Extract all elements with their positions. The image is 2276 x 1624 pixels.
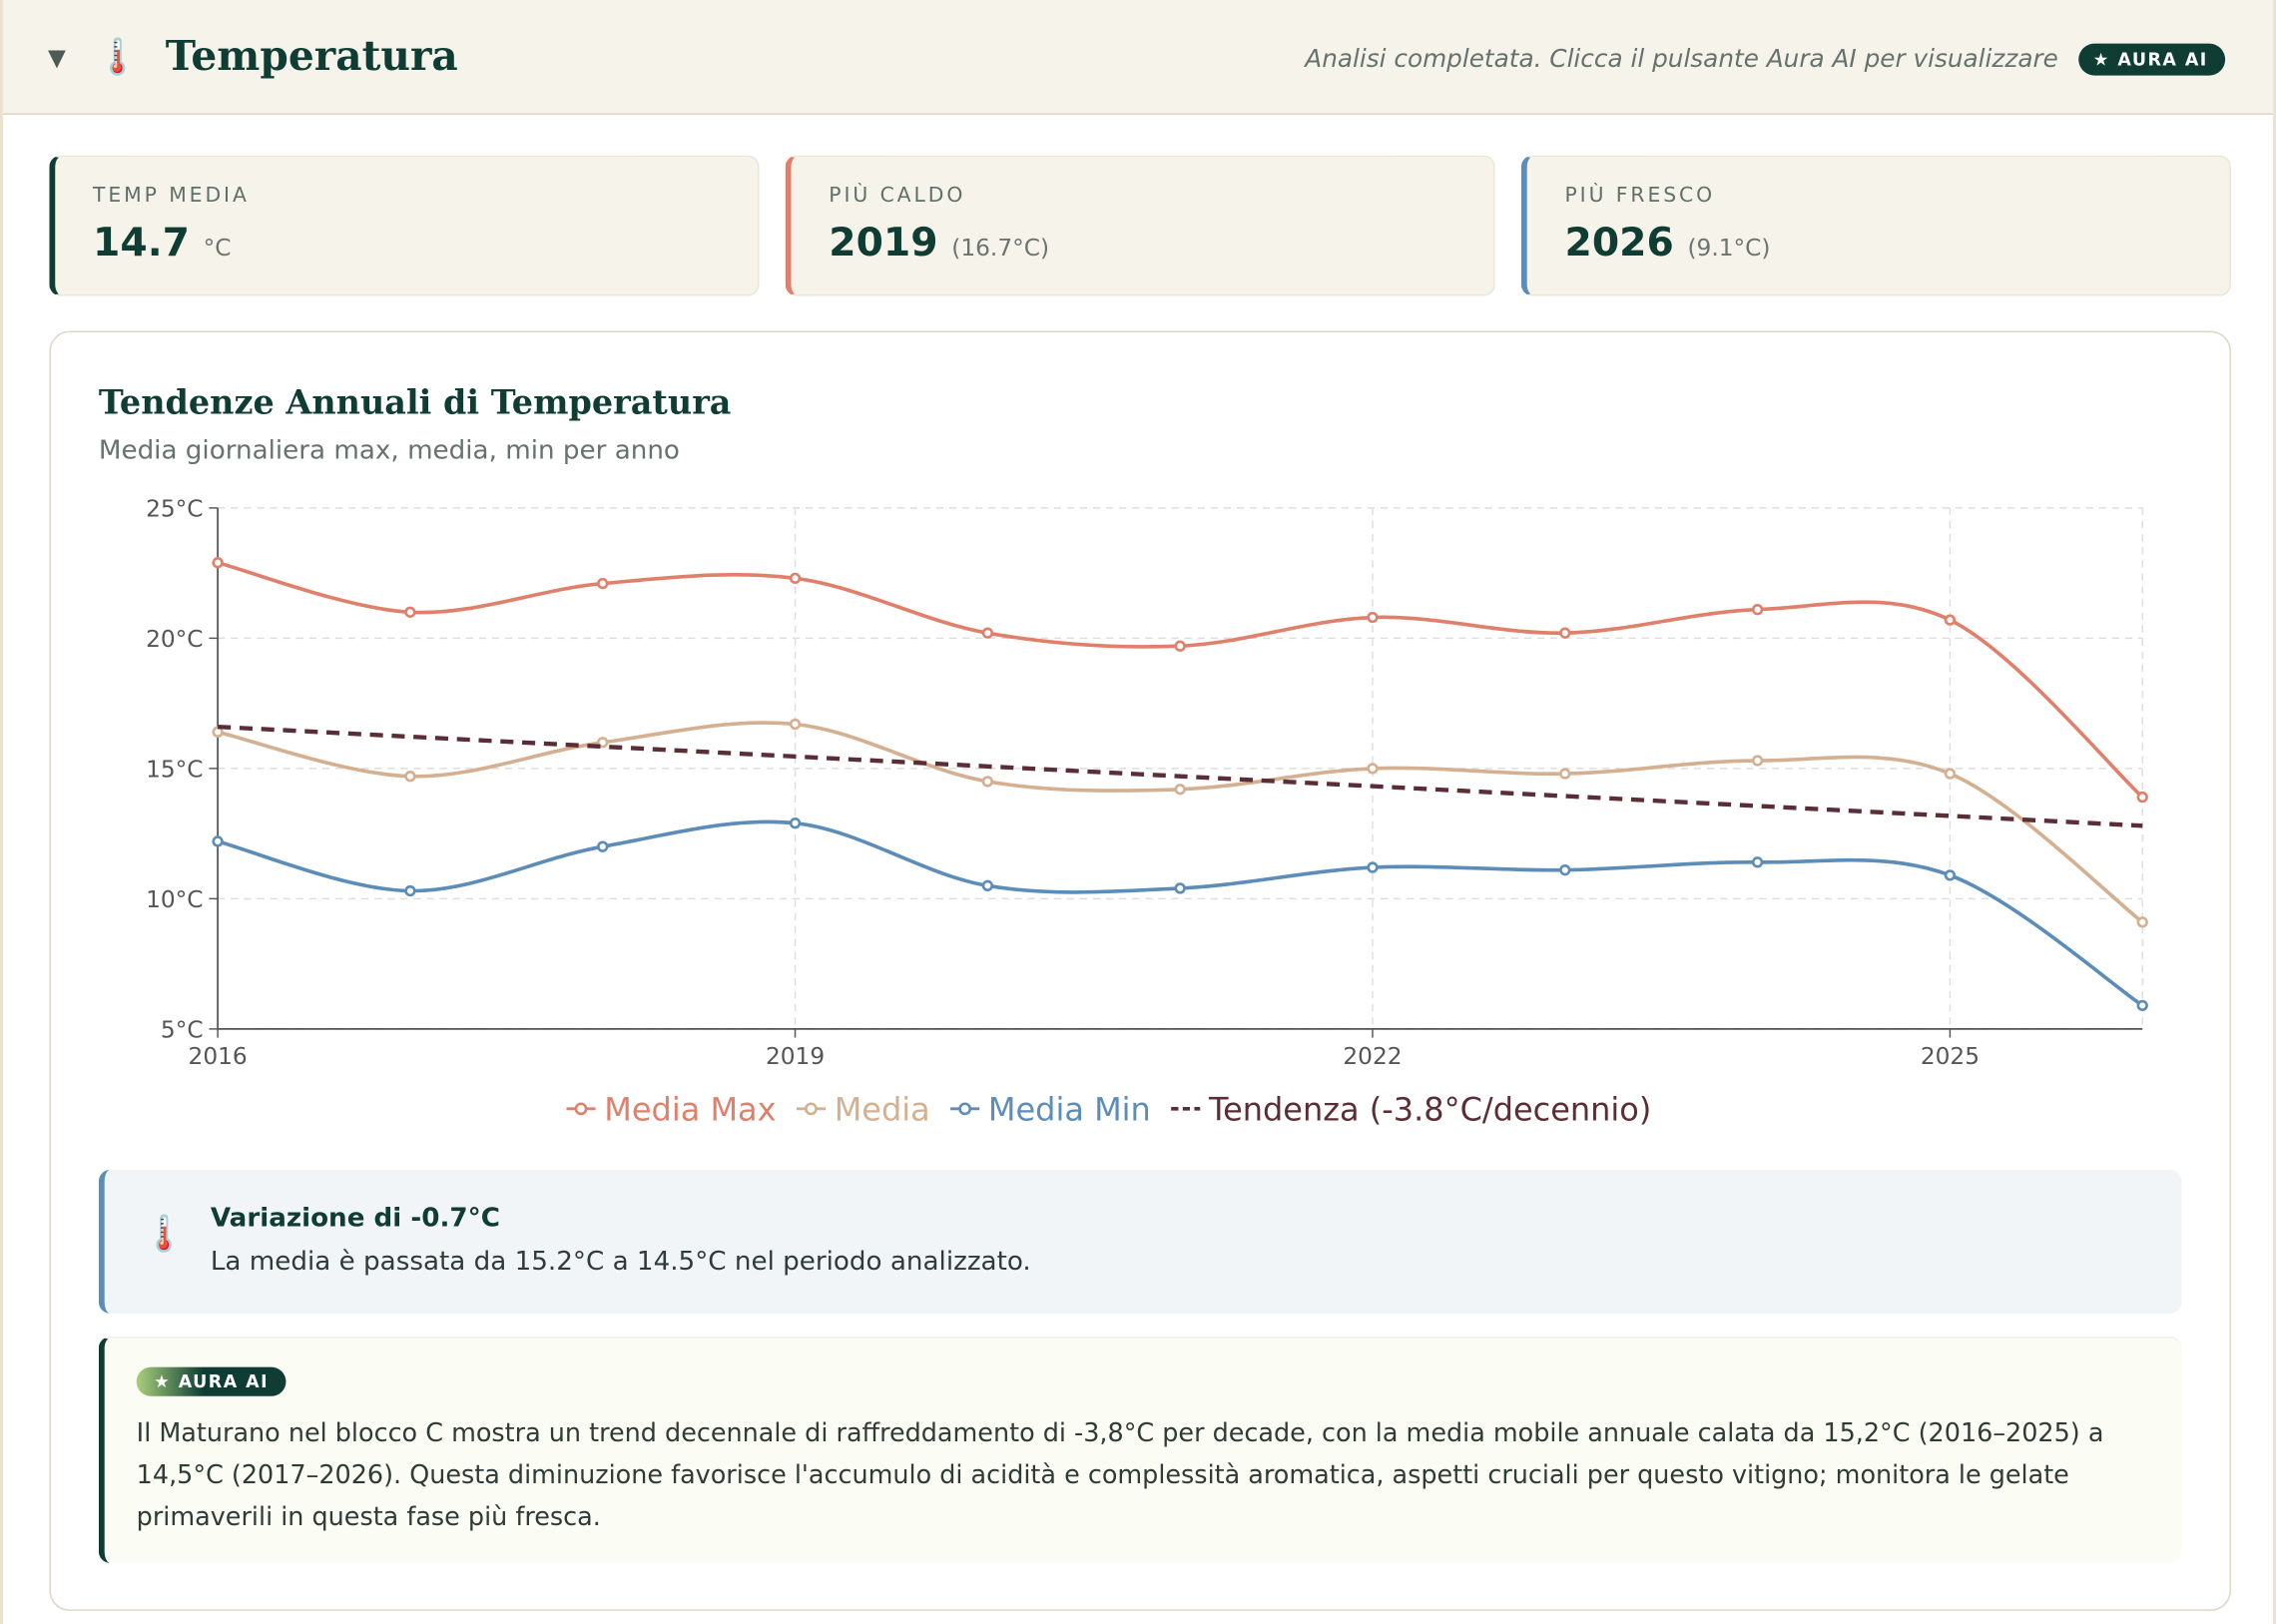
ai-text: Il Maturano nel blocco C mostra un trend… <box>136 1418 2104 1533</box>
stat-label: TEMP MEDIA <box>93 184 250 208</box>
insight-title: Variazione di -0.7°C <box>210 1203 500 1234</box>
thermometer-icon: 🌡️ <box>95 36 140 78</box>
stat-value: 2019 <box>829 221 938 267</box>
data-point <box>1367 763 1379 775</box>
chart-card <box>49 330 2231 1611</box>
data-point <box>1367 861 1379 873</box>
legend-label: Media <box>835 1090 930 1128</box>
x-tick-label: 2019 <box>766 1043 825 1070</box>
data-point <box>1944 614 1957 626</box>
data-point <box>1944 869 1957 881</box>
data-point <box>597 840 609 852</box>
y-tick-label: 5°C <box>161 1017 204 1044</box>
stat-detail: (16.7°C) <box>951 234 1050 262</box>
chart-title: Tendenze Annuali di Temperatura <box>98 382 732 423</box>
x-tick-label: 2022 <box>1343 1043 1402 1070</box>
x-tick-label: 2025 <box>1921 1043 1980 1070</box>
y-tick-label: 15°C <box>146 757 203 784</box>
data-point <box>789 572 802 585</box>
collapse-toggle[interactable]: ▼ <box>47 43 66 72</box>
data-point <box>1367 611 1379 624</box>
data-point <box>789 817 802 829</box>
data-point <box>1751 755 1764 767</box>
stat-detail: (9.1°C) <box>1687 234 1771 262</box>
data-point <box>1174 640 1186 652</box>
stat-card: PIÙ CALDO 2019 (16.7°C) <box>785 155 1495 296</box>
legend-label: Tendenza (-3.8°C/decennio) <box>1208 1090 1651 1128</box>
aura-ai-button[interactable]: ★ AURA AI <box>2078 43 2226 76</box>
data-point <box>212 835 224 847</box>
data-point <box>1174 784 1186 796</box>
stat-unit: °C <box>203 234 232 262</box>
y-tick-label: 10°C <box>146 886 203 913</box>
series-line <box>217 819 2144 1007</box>
data-point <box>1944 768 1957 780</box>
ai-box: ★ AURA AI Il Maturano nel blocco C mostr… <box>98 1337 2182 1563</box>
data-point <box>404 771 416 783</box>
data-point <box>404 884 416 897</box>
stat-label: PIÙ FRESCO <box>1564 184 1716 208</box>
data-point <box>789 718 802 731</box>
status-text: Analisi completata. Clicca il pulsante A… <box>1305 45 2058 75</box>
legend-item: Media Min <box>950 1090 1151 1128</box>
chart-subtitle: Media giornaliera max, media, min per an… <box>98 435 680 466</box>
legend-swatch <box>805 1102 818 1116</box>
insight-text: La media è passata da 15.2°C a 14.5°C ne… <box>210 1246 1031 1278</box>
legend-swatch <box>958 1102 972 1116</box>
data-point <box>2136 999 2148 1012</box>
y-tick-label: 20°C <box>146 626 203 653</box>
line-chart: 5°C 10°C 15°C 20°C 25°C 2016 2019 2022 2025 Media… <box>146 496 2148 1128</box>
data-point <box>1751 856 1764 868</box>
ai-badge: ★ AURA AI <box>136 1366 286 1396</box>
section-title: Temperatura <box>165 31 458 80</box>
data-point <box>1751 604 1764 616</box>
thermometer-icon: 🌡️ <box>142 1213 186 1255</box>
stat-card: PIÙ FRESCO 2026 (9.1°C) <box>1520 155 2231 296</box>
x-tick-label: 2016 <box>189 1043 248 1070</box>
data-point <box>2136 791 2148 804</box>
legend: Media Max Media Media Min Tendenza (-3.8°C/… <box>566 1090 1651 1128</box>
data-point <box>1174 882 1186 894</box>
data-point <box>981 879 994 891</box>
stat-card: TEMP MEDIA 14.7 °C <box>49 155 760 296</box>
legend-label: Media Min <box>988 1090 1151 1128</box>
y-tick-label: 25°C <box>146 496 203 523</box>
section-header[interactable]: ▼ 🌡️ Temperatura Analisi completata. Cli… <box>2 0 2274 115</box>
legend-item: Media Max <box>566 1090 777 1128</box>
legend-item: Media <box>796 1090 930 1128</box>
trend-line <box>217 724 2143 828</box>
data-point <box>981 627 994 639</box>
data-point <box>1559 863 1571 876</box>
badge-label: AURA AI <box>2117 49 2208 70</box>
data-point <box>1559 768 1571 780</box>
data-point <box>2136 916 2148 928</box>
legend-label: Media Max <box>604 1090 776 1128</box>
data-point <box>981 776 994 788</box>
stat-value: 14.7 <box>93 221 190 267</box>
legend-item: Tendenza (-3.8°C/decennio) <box>1171 1090 1651 1128</box>
badge-label: AURA AI <box>178 1371 270 1392</box>
legend-swatch <box>574 1102 588 1116</box>
data-point <box>1559 627 1571 639</box>
stat-label: PIÙ CALDO <box>829 184 966 208</box>
stat-value: 2026 <box>1564 221 1674 267</box>
data-point <box>212 557 224 569</box>
data-point <box>597 577 609 590</box>
insight-box: 🌡️ Variazione di -0.7°C La media è passa… <box>98 1169 2182 1314</box>
data-point <box>404 606 416 618</box>
